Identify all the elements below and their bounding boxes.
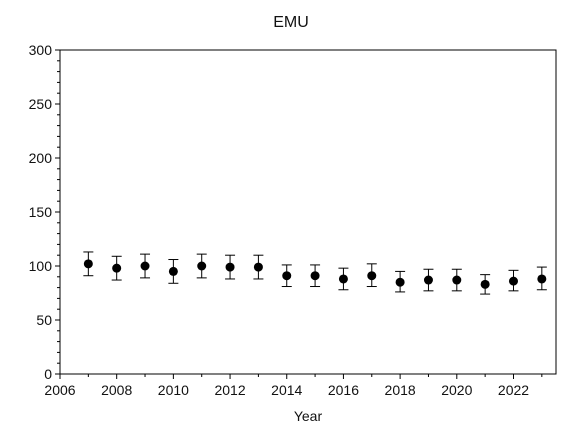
data-point — [282, 271, 292, 281]
x-tick-label: 2006 — [44, 382, 75, 398]
data-points — [83, 251, 547, 295]
x-tick-label: 2008 — [101, 382, 132, 398]
y-axis: 0 50 100 150 200 250 300 — [29, 42, 60, 382]
x-axis: 2006 2008 2010 2012 2014 2016 2018 2020 2022 — [44, 374, 543, 398]
data-point — [140, 261, 150, 271]
data-point — [310, 271, 320, 281]
y-tick-label: 0 — [44, 366, 52, 382]
data-point — [338, 274, 348, 284]
x-tick-label: 2018 — [385, 382, 416, 398]
data-point — [508, 276, 518, 286]
plot-area — [59, 49, 557, 375]
data-point — [112, 263, 122, 273]
data-point — [537, 274, 547, 284]
data-point — [423, 275, 433, 285]
chart-title: EMU — [273, 14, 309, 31]
data-point — [367, 271, 377, 281]
y-tick-label: 250 — [29, 96, 53, 112]
y-tick-label: 300 — [29, 42, 53, 58]
plot-frame — [59, 49, 557, 375]
data-point — [452, 275, 462, 285]
data-point — [480, 279, 490, 289]
data-point — [253, 262, 263, 272]
y-tick-label: 100 — [29, 258, 53, 274]
x-axis-label: Year — [294, 408, 323, 424]
x-tick-label: 2010 — [158, 382, 189, 398]
data-point — [83, 259, 93, 269]
y-tick-label: 150 — [29, 204, 53, 220]
x-tick-label: 2020 — [441, 382, 472, 398]
x-tick-label: 2016 — [328, 382, 359, 398]
data-point — [197, 261, 207, 271]
y-tick-label: 50 — [36, 312, 52, 328]
data-point — [225, 262, 235, 272]
x-tick-label: 2012 — [214, 382, 245, 398]
x-tick-label: 2014 — [271, 382, 302, 398]
x-tick-label: 2022 — [498, 382, 529, 398]
y-tick-label: 200 — [29, 150, 53, 166]
data-point — [395, 277, 405, 287]
data-point — [168, 266, 178, 276]
